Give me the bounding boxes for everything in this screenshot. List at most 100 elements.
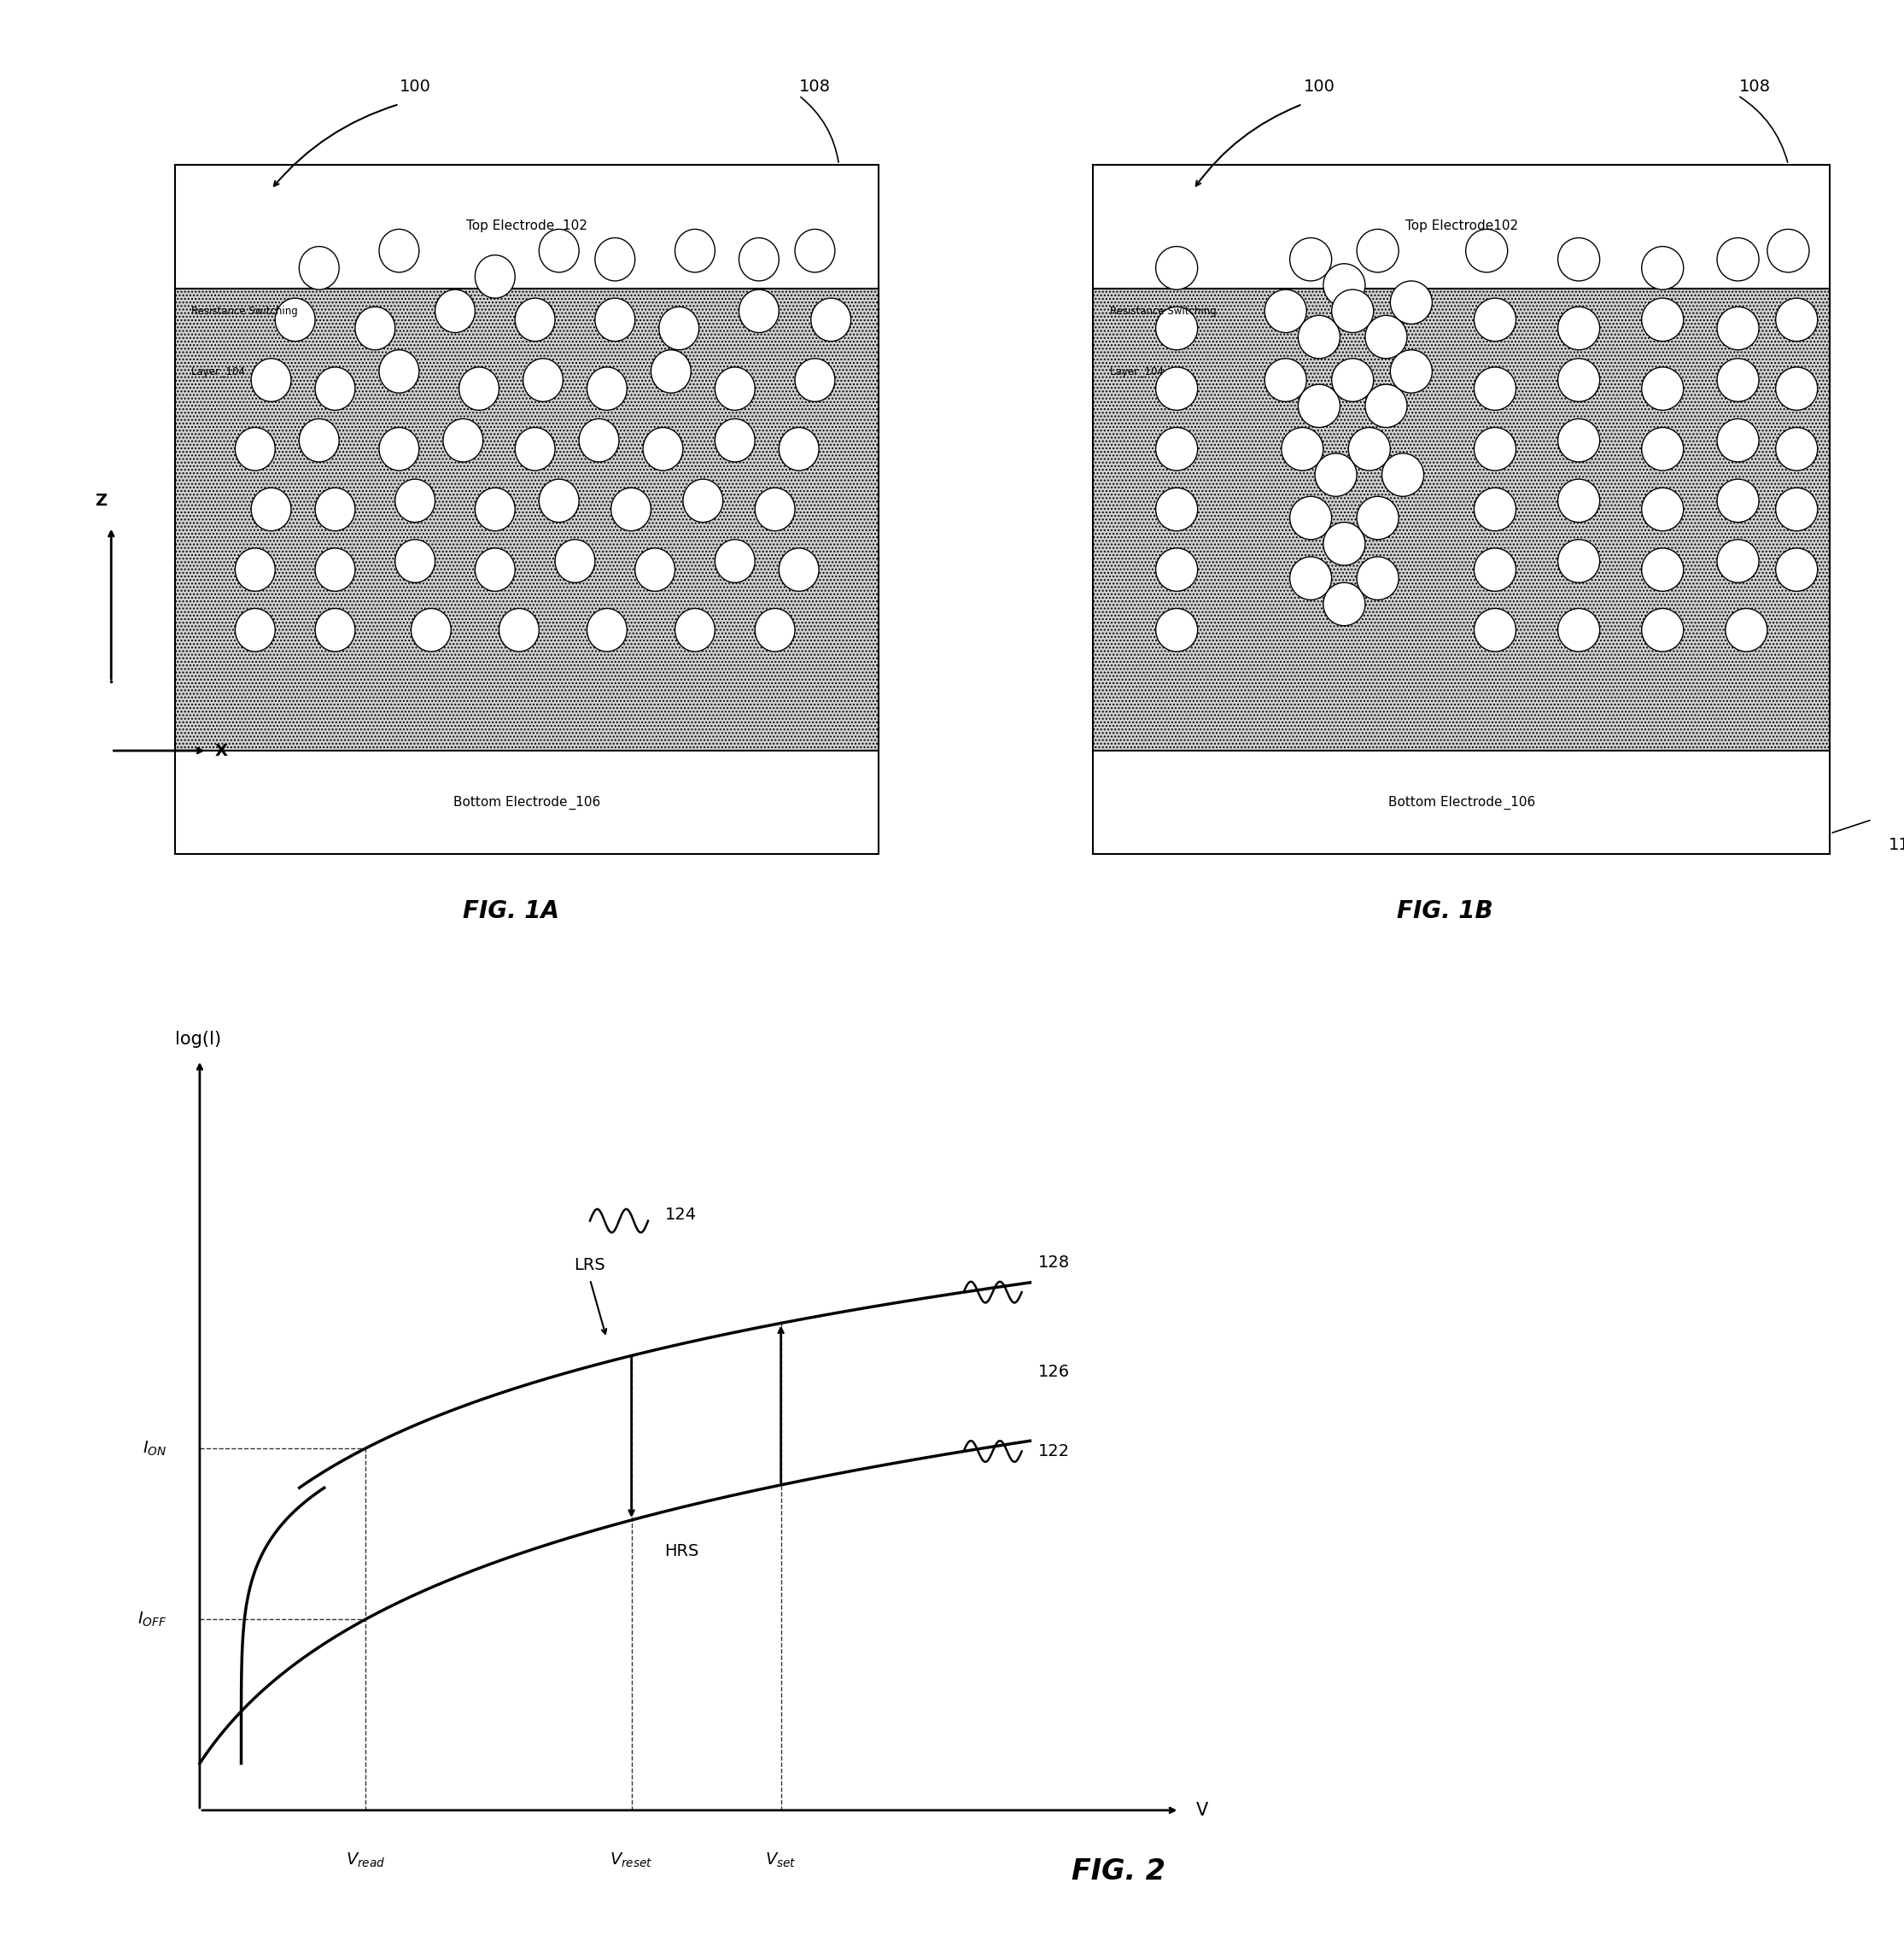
Circle shape [499, 609, 539, 652]
Circle shape [1641, 366, 1683, 409]
Circle shape [514, 427, 556, 470]
Circle shape [754, 488, 794, 531]
Circle shape [539, 480, 579, 523]
Circle shape [1557, 609, 1599, 652]
Circle shape [1156, 247, 1198, 290]
Circle shape [354, 308, 396, 351]
Circle shape [579, 419, 619, 462]
Circle shape [459, 366, 499, 409]
Circle shape [1641, 247, 1683, 290]
Circle shape [1323, 582, 1365, 625]
Text: $I_{OFF}$: $I_{OFF}$ [137, 1610, 166, 1628]
Circle shape [394, 539, 434, 582]
Circle shape [314, 488, 354, 531]
Circle shape [411, 609, 451, 652]
Circle shape [1776, 427, 1818, 470]
Bar [1093, 165, 1830, 288]
Circle shape [444, 419, 484, 462]
Text: Top Electrode  ̲102: Top Electrode ̲102 [466, 219, 588, 233]
Circle shape [651, 351, 691, 394]
Circle shape [379, 427, 419, 470]
Text: Resistance Switching: Resistance Switching [190, 306, 297, 317]
Circle shape [1264, 290, 1306, 333]
Circle shape [539, 229, 579, 272]
Circle shape [1717, 419, 1759, 462]
Text: $V_{reset}$: $V_{reset}$ [609, 1851, 653, 1869]
Circle shape [779, 549, 819, 592]
Circle shape [716, 539, 754, 582]
Circle shape [234, 549, 276, 592]
Text: FIG. 1A: FIG. 1A [463, 899, 560, 923]
Circle shape [476, 255, 514, 298]
Circle shape [659, 308, 699, 351]
Circle shape [1316, 453, 1358, 496]
Circle shape [379, 351, 419, 394]
Circle shape [524, 358, 564, 402]
Circle shape [1299, 384, 1340, 427]
Circle shape [779, 427, 819, 470]
Text: 100: 100 [1304, 78, 1335, 94]
Bar [175, 288, 880, 750]
Circle shape [1725, 609, 1767, 652]
Circle shape [1474, 609, 1516, 652]
Circle shape [1717, 480, 1759, 523]
Circle shape [1641, 609, 1683, 652]
Text: Resistance Switching: Resistance Switching [1110, 306, 1217, 317]
Circle shape [251, 358, 291, 402]
Circle shape [1767, 229, 1809, 272]
Circle shape [314, 609, 354, 652]
Circle shape [594, 298, 634, 341]
Circle shape [1557, 358, 1599, 402]
Circle shape [1156, 549, 1198, 592]
Circle shape [1474, 366, 1516, 409]
Text: 124: 124 [664, 1207, 697, 1222]
Circle shape [394, 480, 434, 523]
Circle shape [739, 290, 779, 333]
Text: V: V [1196, 1802, 1209, 1818]
Circle shape [1557, 237, 1599, 280]
Circle shape [1776, 488, 1818, 531]
Circle shape [1323, 264, 1365, 308]
Text: 110: 110 [1889, 836, 1904, 852]
Circle shape [1641, 298, 1683, 341]
Circle shape [716, 366, 754, 409]
Text: log(I): log(I) [175, 1030, 221, 1048]
Circle shape [1323, 523, 1365, 566]
Circle shape [684, 480, 724, 523]
Circle shape [1382, 453, 1424, 496]
Circle shape [1717, 358, 1759, 402]
Circle shape [754, 609, 794, 652]
Bar [175, 165, 880, 288]
Circle shape [1156, 366, 1198, 409]
Circle shape [314, 549, 354, 592]
Text: 108: 108 [1738, 78, 1771, 94]
Circle shape [1776, 298, 1818, 341]
Circle shape [379, 229, 419, 272]
Circle shape [1156, 427, 1198, 470]
Circle shape [594, 237, 634, 280]
Circle shape [1358, 496, 1399, 539]
Circle shape [1358, 229, 1399, 272]
Circle shape [1348, 427, 1390, 470]
Circle shape [674, 609, 714, 652]
Text: $V_{set}$: $V_{set}$ [765, 1851, 796, 1869]
Text: X: X [215, 742, 228, 758]
Circle shape [674, 229, 714, 272]
Circle shape [1776, 549, 1818, 592]
Circle shape [644, 427, 684, 470]
Text: $V_{read}$: $V_{read}$ [347, 1851, 387, 1869]
Circle shape [514, 298, 556, 341]
Circle shape [1365, 315, 1407, 358]
Circle shape [476, 549, 514, 592]
Text: $I_{ON}$: $I_{ON}$ [143, 1440, 166, 1457]
Circle shape [1390, 351, 1432, 394]
Circle shape [1474, 427, 1516, 470]
Circle shape [1474, 298, 1516, 341]
Circle shape [1557, 308, 1599, 351]
Text: Layer  ̲104: Layer ̲104 [190, 366, 246, 378]
Text: 100: 100 [400, 78, 430, 94]
Circle shape [1289, 237, 1331, 280]
Circle shape [1557, 419, 1599, 462]
Bar [1093, 288, 1830, 750]
Circle shape [611, 488, 651, 531]
